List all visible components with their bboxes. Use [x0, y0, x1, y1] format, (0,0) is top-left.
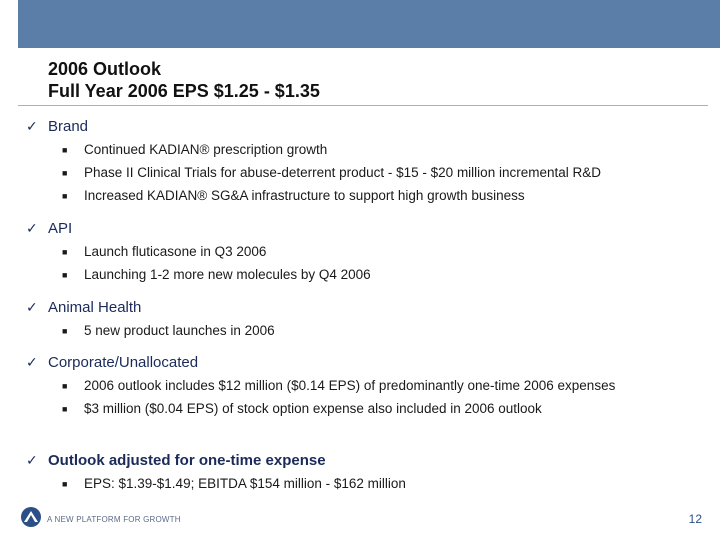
- square-bullet-icon: ■: [62, 145, 68, 155]
- list-item: ■ 5 new product launches in 2006: [62, 322, 716, 340]
- section-animal-health: ✓ Animal Health ■ 5 new product launches …: [26, 298, 716, 340]
- section-brand: ✓ Brand ■ Continued KADIAN® prescription …: [26, 117, 716, 205]
- company-logo-icon: [18, 506, 44, 528]
- bullet-text: Launch fluticasone in Q3 2006: [84, 244, 267, 259]
- list-item: ■ Increased KADIAN® SG&A infrastructure t…: [62, 187, 716, 205]
- title-line-2: Full Year 2006 EPS $1.25 - $1.35: [48, 81, 320, 101]
- square-bullet-icon: ■: [62, 404, 68, 414]
- square-bullet-icon: ■: [62, 247, 68, 257]
- bullet-text: 5 new product launches in 2006: [84, 323, 275, 338]
- checkmark-icon: ✓: [26, 299, 38, 315]
- list-item: ■ Phase II Clinical Trials for abuse-dete…: [62, 164, 716, 182]
- list-item: ■ $3 million ($0.04 EPS) of stock option …: [62, 400, 662, 418]
- square-bullet-icon: ■: [62, 381, 68, 391]
- checkmark-icon: ✓: [26, 220, 38, 236]
- checkmark-icon: ✓: [26, 452, 38, 468]
- square-bullet-icon: ■: [62, 479, 68, 489]
- section-label: Brand: [48, 118, 89, 135]
- page-title: 2006 Outlook Full Year 2006 EPS $1.25 - …: [48, 58, 320, 102]
- section-outlook-adjusted: ✓ Outlook adjusted for one-time expense …: [26, 451, 716, 493]
- bullet-text: Phase II Clinical Trials for abuse-deter…: [84, 165, 601, 180]
- section-corporate: ✓ Corporate/Unallocated ■ 2006 outlook in…: [26, 353, 716, 418]
- section-heading: ✓ Corporate/Unallocated: [26, 353, 716, 372]
- list-item: ■ 2006 outlook includes $12 million ($0.1…: [62, 377, 662, 395]
- square-bullet-icon: ■: [62, 191, 68, 201]
- section-api: ✓ API ■ Launch fluticasone in Q3 2006 ■ La…: [26, 219, 716, 284]
- section-heading: ✓ API: [26, 219, 716, 238]
- section-label: Outlook adjusted for one-time expense: [48, 452, 326, 469]
- checkmark-icon: ✓: [26, 118, 38, 134]
- section-label: API: [48, 220, 73, 237]
- bullet-list: ■ 2006 outlook includes $12 million ($0.1…: [62, 377, 662, 418]
- footer-tagline: A NEW PLATFORM FOR GROWTH: [47, 515, 181, 524]
- list-item: ■ Launch fluticasone in Q3 2006: [62, 243, 716, 261]
- bullet-text: Increased KADIAN® SG&A infrastructure to…: [84, 188, 525, 203]
- section-heading: ✓ Outlook adjusted for one-time expense: [26, 451, 716, 470]
- title-line-1: 2006 Outlook: [48, 59, 162, 79]
- page-number: 12: [688, 512, 702, 526]
- section-heading: ✓ Animal Health: [26, 298, 716, 317]
- bullet-text: EPS: $1.39-$1.49; EBITDA $154 million - …: [84, 476, 406, 491]
- bullet-list: ■ Launch fluticasone in Q3 2006 ■ Launchin…: [62, 243, 716, 284]
- header-band: [18, 0, 720, 48]
- square-bullet-icon: ■: [62, 168, 68, 178]
- list-item: ■ Launching 1-2 more new molecules by Q4 …: [62, 266, 716, 284]
- section-label: Corporate/Unallocated: [48, 354, 199, 371]
- section-heading: ✓ Brand: [26, 117, 716, 136]
- bullet-list: ■ Continued KADIAN® prescription growth ■…: [62, 141, 716, 205]
- title-divider: [18, 105, 708, 106]
- bullet-list: ■ 5 new product launches in 2006: [62, 322, 716, 340]
- bullet-text: Continued KADIAN® prescription growth: [84, 142, 328, 157]
- bullet-text: Launching 1-2 more new molecules by Q4 2…: [84, 267, 371, 282]
- section-label: Animal Health: [48, 299, 142, 316]
- square-bullet-icon: ■: [62, 270, 68, 280]
- bullet-text: 2006 outlook includes $12 million ($0.14…: [84, 378, 616, 393]
- list-item: ■ EPS: $1.39-$1.49; EBITDA $154 million -…: [62, 475, 716, 493]
- square-bullet-icon: ■: [62, 326, 68, 336]
- list-item: ■ Continued KADIAN® prescription growth: [62, 141, 716, 159]
- checkmark-icon: ✓: [26, 354, 38, 370]
- bullet-text: $3 million ($0.04 EPS) of stock option e…: [84, 401, 542, 416]
- bullet-list: ■ EPS: $1.39-$1.49; EBITDA $154 million -…: [62, 475, 716, 493]
